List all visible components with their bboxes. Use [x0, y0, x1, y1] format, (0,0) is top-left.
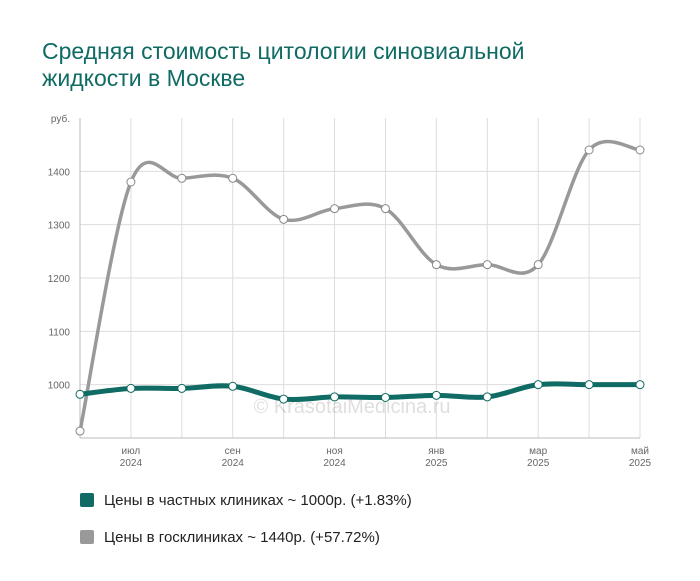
x-tick-label-month: мар: [529, 446, 547, 457]
data-point-public: [380, 204, 390, 214]
x-tick-label-year: 2025: [425, 458, 448, 469]
data-point-public: [584, 145, 594, 155]
y-tick-label: 1200: [48, 274, 71, 285]
legend-label-public: Цены в госклиниках ~ 1440р. (+57.72%): [104, 528, 380, 546]
data-point-public: [482, 260, 492, 270]
series-line-public: [78, 139, 642, 433]
legend-label-private: Цены в частных клиниках ~ 1000р. (+1.83%…: [104, 491, 412, 509]
x-tick-label-year: 2025: [629, 458, 652, 469]
y-tick-label: 1400: [48, 167, 71, 178]
data-point-public: [177, 173, 187, 183]
x-tick-label-month: июл: [122, 446, 141, 457]
data-point-public: [635, 145, 645, 155]
data-point-public: [279, 214, 289, 224]
data-point-public: [330, 204, 340, 214]
x-tick-label-month: сен: [225, 446, 241, 457]
legend-item-private[interactable]: Цены в частных клиниках ~ 1000р. (+1.83%…: [80, 488, 412, 512]
data-point-public: [431, 260, 441, 270]
data-point-public: [126, 177, 136, 187]
data-point-private: [584, 380, 594, 390]
x-tick-label-year: 2025: [527, 458, 550, 469]
y-tick-label: 1000: [48, 381, 71, 392]
series-line-private: [77, 381, 643, 403]
x-tick-label-month: ноя: [326, 446, 343, 457]
data-point-public: [533, 260, 543, 270]
data-point-public: [75, 426, 85, 436]
y-axis-label: руб.: [51, 113, 70, 125]
y-tick-label: 1300: [48, 221, 71, 232]
x-tick-label-month: май: [631, 446, 649, 457]
x-tick-label-year: 2024: [222, 458, 245, 469]
x-tick-label-year: 2024: [323, 458, 346, 469]
chart-title: Средняя стоимость цитологии синовиальной…: [42, 38, 642, 92]
data-point-private: [126, 383, 136, 393]
data-point-public: [228, 173, 238, 183]
data-point-private: [635, 380, 645, 390]
data-point-private: [533, 380, 543, 390]
x-tick-label-month: янв: [428, 446, 444, 457]
data-point-private: [482, 392, 492, 402]
data-point-private: [330, 392, 340, 402]
x-tick-label-year: 2024: [120, 458, 143, 469]
chart-title-line-2: жидкости в Москве: [42, 65, 246, 91]
series-private: [75, 380, 645, 404]
data-point-private: [431, 390, 441, 400]
line-chart: 10001100120013001400руб.июл2024сен2024но…: [48, 113, 652, 469]
data-point-private: [75, 389, 85, 399]
legend-swatch-public: [80, 530, 94, 544]
data-point-private: [380, 392, 390, 402]
legend-swatch-private: [80, 493, 94, 507]
data-point-private: [177, 383, 187, 393]
series-public: [75, 139, 645, 436]
chart-title-line-1: Средняя стоимость цитологии синовиальной: [42, 38, 525, 64]
legend: Цены в частных клиниках ~ 1000р. (+1.83%…: [80, 488, 412, 562]
legend-item-public[interactable]: Цены в госклиниках ~ 1440р. (+57.72%): [80, 525, 412, 549]
data-point-private: [279, 394, 289, 404]
data-point-private: [228, 381, 238, 391]
y-tick-label: 1100: [48, 327, 70, 338]
